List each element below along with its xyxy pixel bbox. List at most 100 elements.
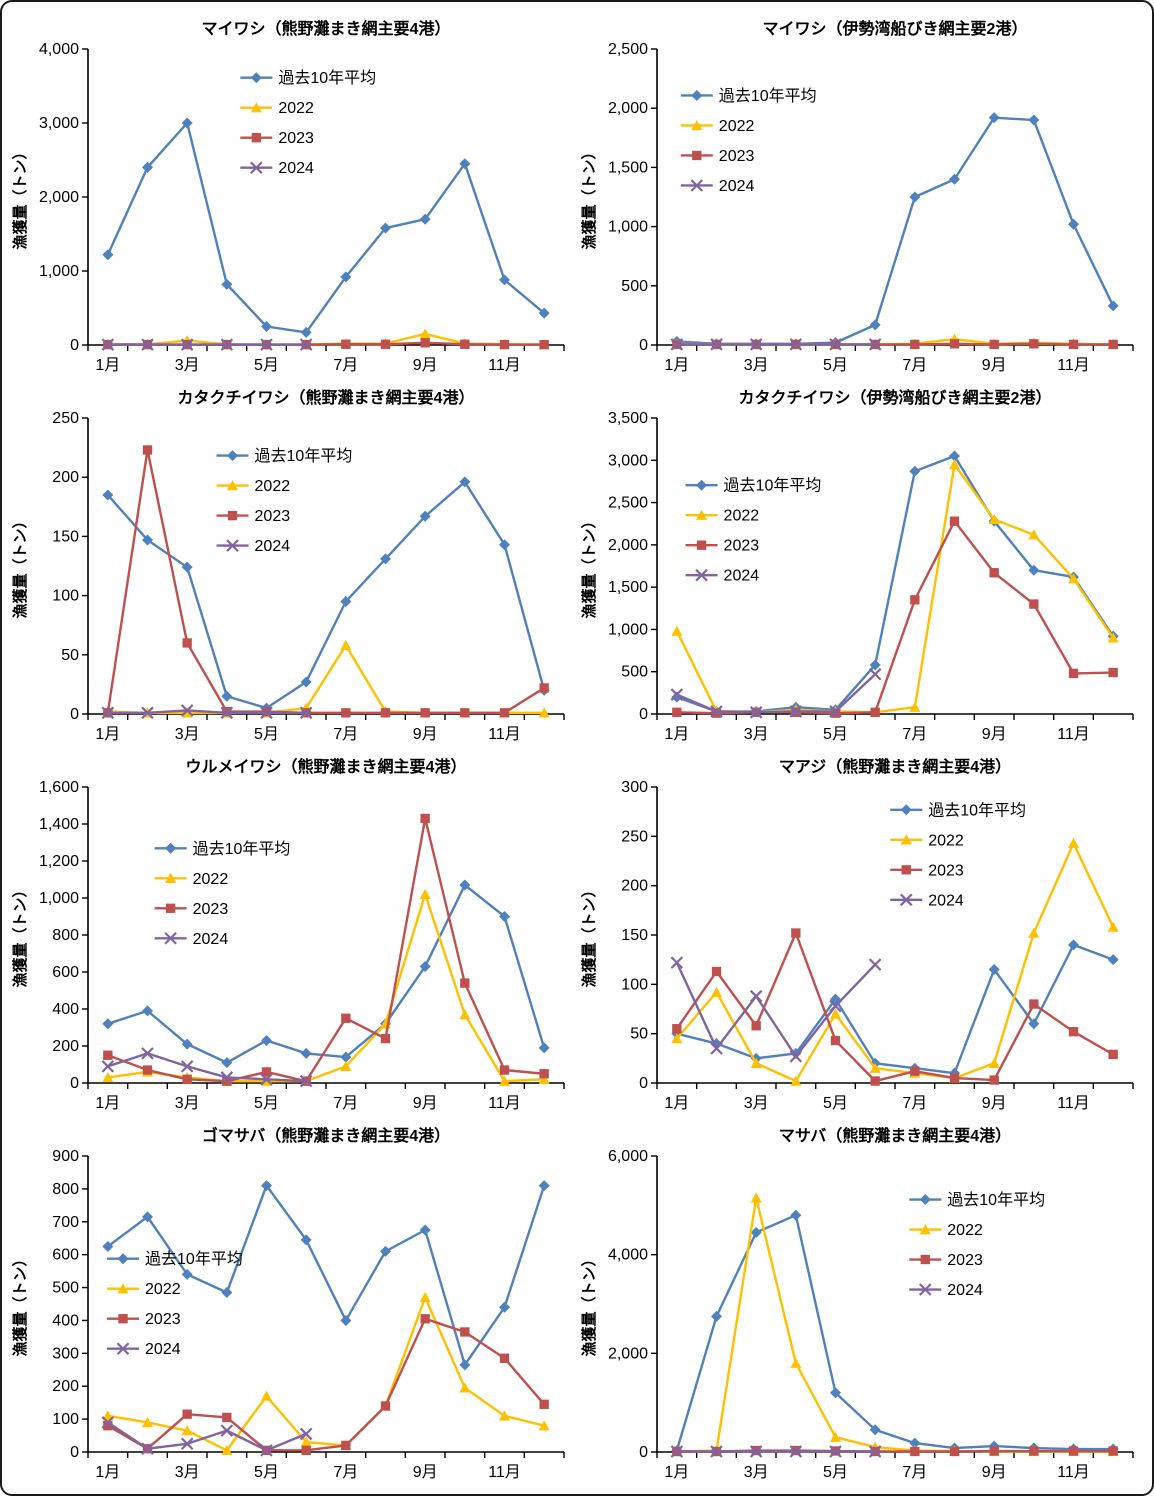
triangle-marker — [419, 327, 431, 339]
legend-label: 2022 — [723, 507, 759, 524]
diamond-marker — [498, 538, 510, 550]
y-tick-label: 6,000 — [607, 1148, 647, 1165]
x-tick-label: 3月 — [743, 357, 768, 374]
diamond-marker — [300, 326, 312, 338]
y-tick-label: 0 — [639, 706, 648, 723]
chart-svg: マイワシ（伊勢湾船びき網主要2港） 漁獲量（トン） 0 500 1,000 1,500 2,… — [580, 19, 1134, 374]
diamond-marker — [181, 1038, 193, 1050]
square-marker — [920, 1254, 930, 1264]
y-tick-label: 100 — [52, 587, 79, 604]
x-tick-label: 9月 — [412, 1464, 437, 1481]
y-axis-label: 漁獲量（トン） — [580, 1251, 598, 1356]
x-marker — [220, 1070, 233, 1084]
x-tick-label: 5月 — [254, 726, 279, 743]
x-marker — [789, 1444, 802, 1458]
square-marker — [1028, 598, 1039, 609]
diamond-marker — [869, 658, 881, 670]
x-tick-label: 3月 — [743, 1464, 768, 1481]
y-tick-label: 0 — [70, 337, 79, 354]
chart-svg: カタクチイワシ（伊勢湾船びき網主要2港） 漁獲量（トン） 0 500 1,000 1,50… — [580, 388, 1134, 743]
square-marker — [142, 1064, 152, 1075]
y-tick-label: 4,000 — [607, 1246, 647, 1263]
triangle-marker — [1067, 572, 1079, 583]
x-tick-label: 7月 — [333, 1095, 358, 1112]
triangle-marker — [141, 1416, 153, 1427]
diamond-marker — [498, 910, 510, 922]
diamond-marker — [181, 117, 193, 128]
square-marker — [538, 339, 549, 349]
square-marker — [419, 1313, 430, 1323]
series-line — [106, 1183, 545, 1366]
triangle-marker — [220, 1444, 232, 1455]
chart-title: マサバ（熊野灘まき網主要4港） — [778, 1126, 1010, 1145]
x-marker — [140, 1046, 154, 1060]
series-line — [675, 1213, 1114, 1452]
diamond-marker — [141, 1004, 153, 1016]
square-marker — [1068, 668, 1078, 678]
x-tick-label: 11月 — [1057, 357, 1090, 374]
square-marker — [419, 337, 430, 347]
x-tick-label: 11月 — [1057, 1095, 1090, 1112]
legend-label: 2022 — [145, 1281, 181, 1298]
diamond-marker — [988, 963, 1000, 975]
triangle-marker — [181, 1424, 193, 1435]
x-tick-label: 5月 — [823, 357, 848, 374]
chart-gomasaba-kumano: ゴマサバ（熊野灘まき網主要4港） 漁獲量（トン） 0 100 200 300 400 500 6… — [8, 1117, 577, 1486]
square-marker — [1028, 1445, 1039, 1456]
y-tick-label: 250 — [621, 828, 648, 845]
y-tick-label: 0 — [639, 337, 648, 354]
legend-label: 2023 — [947, 1252, 983, 1269]
chart-urume-kumano: ウルメイワシ（熊野灘まき網主要4港） 漁獲量（トン） 0 200 400 600 800 1,… — [8, 748, 577, 1117]
triangle-marker — [1067, 837, 1079, 848]
diamond-marker — [220, 1286, 232, 1298]
y-axis-label: 漁獲量（トン） — [580, 513, 598, 618]
x-marker — [789, 704, 802, 718]
x-marker — [670, 955, 683, 969]
legend-label: 2024 — [947, 1282, 983, 1299]
triangle-marker — [260, 1390, 272, 1401]
chart-maiwashi-kumano: マイワシ（熊野灘まき網主要4港） 漁獲量（トン） 0 1,000 2,000 3,000 4… — [8, 10, 577, 379]
diamond-marker — [458, 475, 470, 487]
x-marker — [140, 706, 154, 719]
square-marker — [869, 707, 880, 717]
square-marker — [671, 707, 682, 717]
chart-svg: ゴマサバ（熊野灘まき網主要4港） 漁獲量（トン） 0 100 200 300 400 500 6… — [11, 1126, 565, 1481]
x-marker — [180, 1059, 193, 1073]
x-marker — [749, 1444, 762, 1458]
series-line — [675, 1196, 1114, 1453]
diamond-marker — [164, 842, 176, 854]
square-marker — [499, 1353, 509, 1363]
diamond-marker — [419, 213, 431, 225]
square-marker — [459, 977, 470, 988]
triangle-marker — [695, 509, 707, 520]
x-tick-label: 3月 — [743, 1095, 768, 1112]
square-marker — [538, 1399, 549, 1409]
x-marker — [299, 706, 312, 719]
series-line — [106, 816, 545, 1082]
square-marker — [949, 1072, 959, 1083]
square-marker — [750, 1020, 761, 1030]
x-tick-label: 9月 — [981, 1095, 1006, 1112]
chart-katakuchi-isewan: カタクチイワシ（伊勢湾船びき網主要2港） 漁獲量（トン） 0 500 1,000 1,50… — [577, 379, 1146, 748]
square-marker — [117, 1313, 128, 1323]
x-marker — [670, 337, 683, 351]
diamond-marker — [101, 488, 113, 500]
series-2023 — [671, 927, 1118, 1086]
series-line — [106, 1420, 307, 1452]
x-marker — [670, 687, 683, 701]
diamond-marker — [260, 1034, 272, 1046]
triangle-marker — [250, 101, 262, 112]
x-tick-label: 7月 — [902, 1095, 927, 1112]
chart-title: マアジ（熊野灘まき網主要4港） — [778, 757, 1010, 776]
y-tick-label: 3,000 — [607, 452, 647, 469]
square-marker — [227, 510, 237, 520]
x-marker — [749, 705, 762, 719]
diamond-marker — [829, 1386, 841, 1398]
square-marker — [909, 1446, 920, 1456]
diamond-marker — [250, 71, 262, 83]
square-marker — [909, 1065, 920, 1076]
square-marker — [419, 813, 430, 823]
triangle-marker — [829, 1007, 841, 1019]
square-marker — [340, 339, 351, 349]
x-marker — [180, 337, 193, 351]
